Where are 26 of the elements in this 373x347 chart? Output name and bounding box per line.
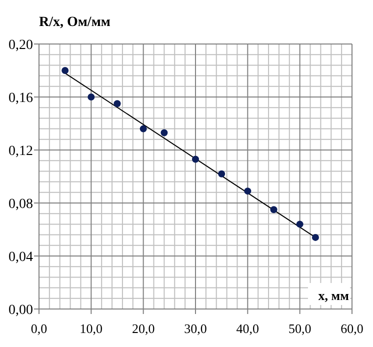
y-tick-label: 0,20	[8, 38, 33, 53]
x-tick-label: 30,0	[184, 321, 207, 336]
point	[312, 234, 319, 241]
point	[88, 94, 95, 100]
point	[296, 220, 304, 228]
point	[270, 206, 278, 214]
x-axis-title: x, мм	[318, 288, 350, 303]
x-tick-label: 0,0	[30, 321, 48, 336]
point	[62, 67, 69, 74]
y-tick-label: 0,12	[8, 144, 33, 159]
x-tick-label: 50,0	[288, 321, 312, 336]
y-tick-label: 0,04	[8, 250, 33, 265]
x-tick-label: 60,0	[340, 321, 364, 336]
y-tick-label: 0,16	[8, 90, 33, 106]
point	[244, 188, 252, 195]
y-tick-label: 0,08	[8, 196, 33, 212]
point	[140, 125, 147, 132]
x-tick-label: 40,0	[236, 321, 260, 336]
y-axis-title: R/x, Ом/мм	[39, 15, 111, 30]
x-tick-label: 20,0	[132, 321, 155, 336]
point	[114, 100, 121, 108]
point	[218, 170, 226, 178]
x-tick-label: 10,0	[80, 321, 103, 336]
y-tick-label: 0,00	[8, 302, 33, 318]
point	[192, 156, 199, 163]
point	[160, 129, 168, 136]
